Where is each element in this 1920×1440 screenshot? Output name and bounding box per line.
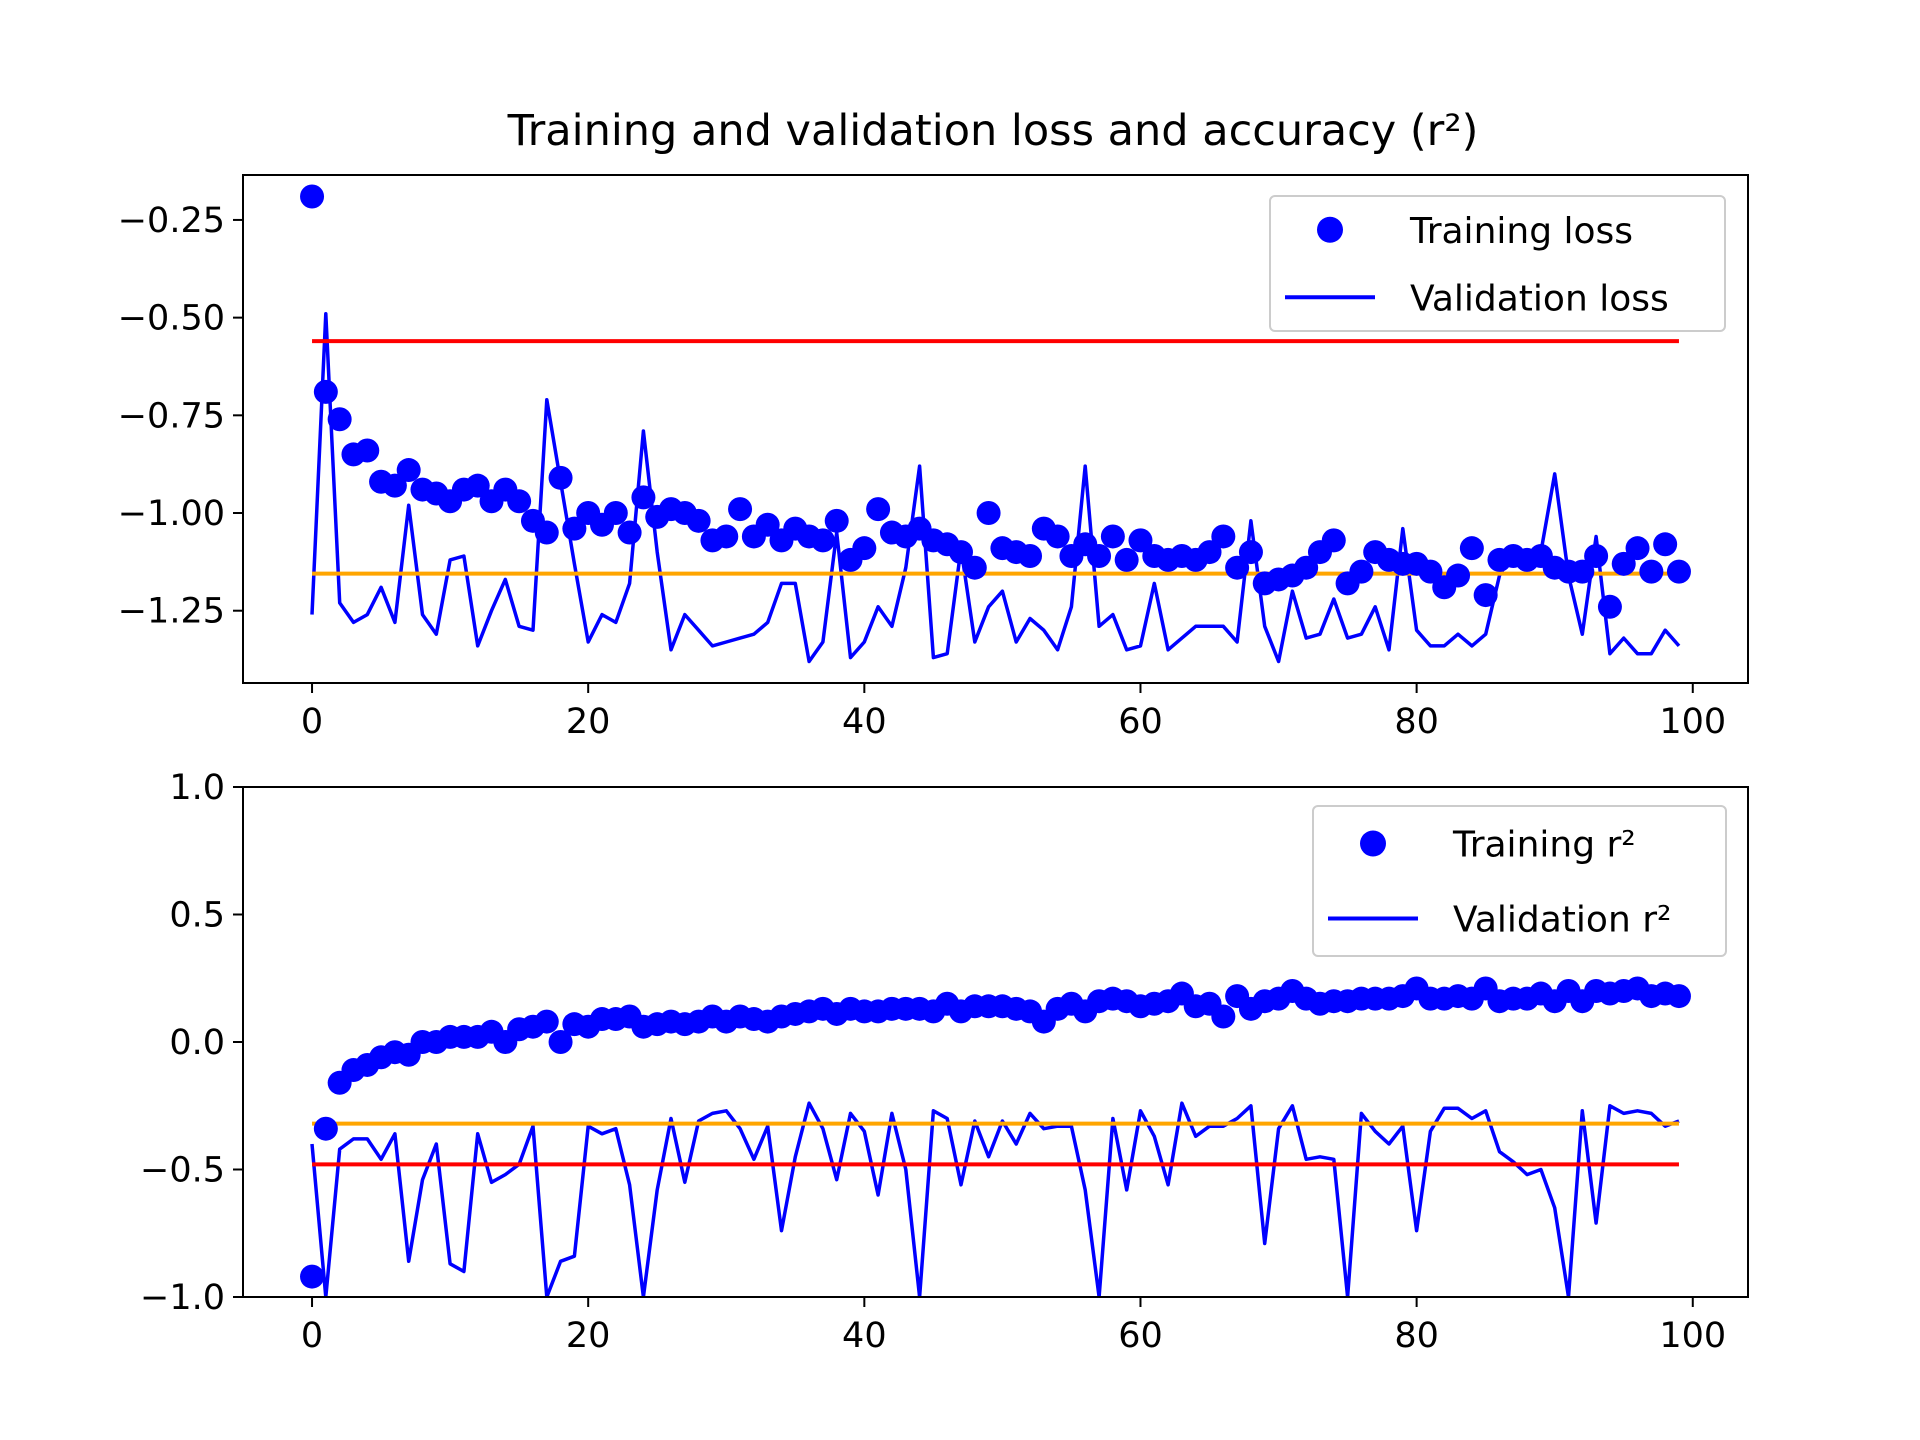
training-point	[534, 520, 559, 545]
training-point	[1446, 563, 1471, 588]
training-point	[313, 379, 338, 404]
training-point	[1418, 559, 1443, 584]
training-point	[465, 473, 490, 498]
training-point	[1349, 559, 1374, 584]
plot-area	[300, 976, 1691, 1297]
x-tick-label: 0	[301, 1316, 323, 1356]
y-tick-label: −0.50	[118, 299, 225, 339]
training-point	[1321, 528, 1346, 553]
validation-series-line	[310, 1101, 1680, 1297]
training-point	[1459, 536, 1484, 561]
training-point	[617, 520, 642, 545]
training-point	[1197, 540, 1222, 565]
training-point	[1625, 536, 1650, 561]
training-point	[714, 524, 739, 549]
r2-panel: 0 20 40 60 80 100 1.0 0.5 0.0 −0.5 −1.0 Training r²…	[140, 768, 1749, 1356]
legend-label: Validation loss	[1410, 278, 1669, 319]
x-tick-label: 100	[1659, 702, 1726, 742]
training-point	[686, 508, 711, 533]
x-tick-label: 20	[566, 702, 611, 742]
training-point	[603, 501, 628, 526]
training-point	[728, 497, 753, 522]
x-tick-label: 100	[1659, 1316, 1726, 1356]
y-tick-label: −1.0	[140, 1278, 225, 1318]
training-point	[382, 473, 407, 498]
x-tick-label: 60	[1118, 1316, 1163, 1356]
training-point	[1666, 559, 1691, 584]
y-tick-label: −0.75	[118, 396, 225, 436]
training-point	[507, 489, 532, 514]
training-point	[755, 512, 780, 537]
training-point	[852, 536, 877, 561]
training-point	[948, 540, 973, 565]
training-point	[300, 184, 325, 209]
x-tick-label: 40	[842, 702, 887, 742]
training-point	[1611, 551, 1636, 576]
training-point	[1653, 532, 1678, 557]
training-point	[810, 528, 835, 553]
training-point	[1473, 583, 1498, 608]
chart-title: Training and validation loss and accurac…	[507, 106, 1479, 156]
training-point	[548, 465, 573, 490]
training-point	[355, 438, 380, 463]
training-point	[1666, 984, 1691, 1009]
y-tick-label: −1.00	[118, 494, 225, 534]
y-tick-label: 1.0	[169, 768, 225, 808]
x-tick-label: 80	[1394, 702, 1439, 742]
training-point	[1597, 594, 1622, 619]
legend-label: Training r²	[1452, 825, 1636, 866]
training-point	[327, 407, 352, 432]
training-point	[631, 485, 656, 510]
x-tick-label: 40	[842, 1316, 887, 1356]
y-tick-label: −0.25	[118, 201, 225, 241]
legend-dot-marker	[1317, 216, 1343, 243]
training-point	[562, 516, 587, 541]
y-tick-label: 0.5	[169, 896, 225, 936]
training-point	[1128, 528, 1153, 553]
y-tick-label: −1.25	[118, 592, 225, 632]
training-point	[1570, 559, 1595, 584]
training-point	[1584, 544, 1609, 568]
plot-area	[300, 184, 1691, 664]
y-tick-label: −0.5	[140, 1151, 225, 1191]
legend-dot-marker	[1360, 830, 1386, 857]
x-tick-label: 20	[566, 1316, 611, 1356]
training-point	[534, 1009, 559, 1034]
training-point	[300, 1264, 325, 1289]
training-point	[396, 458, 421, 483]
training-point	[548, 1030, 573, 1054]
training-point	[1045, 524, 1070, 549]
training-point	[1087, 544, 1112, 568]
training-point	[1018, 544, 1043, 568]
training-point	[866, 497, 891, 522]
training-point	[1225, 555, 1250, 580]
legend: Training loss Validation loss	[1269, 195, 1726, 332]
training-point	[313, 1116, 338, 1141]
training-point	[976, 501, 1001, 526]
x-tick-label: 80	[1394, 1316, 1439, 1356]
axes-frame	[242, 174, 1749, 684]
training-point	[1211, 524, 1236, 549]
y-tick-label: 0.0	[169, 1023, 225, 1063]
training-point	[1238, 540, 1263, 565]
training-point	[962, 555, 987, 580]
training-point	[1639, 559, 1664, 584]
x-tick-label: 0	[301, 702, 323, 742]
training-point	[1100, 524, 1125, 549]
training-point	[1211, 1004, 1236, 1029]
x-tick-label: 60	[1118, 702, 1163, 742]
training-point	[824, 508, 849, 533]
training-point	[1294, 555, 1319, 580]
training-point	[1114, 547, 1139, 572]
loss-panel: 0 20 40 60 80 100 −0.25 −0.50 −0.75 −1.00 −1.25 Tra…	[118, 174, 1749, 742]
legend-label: Validation r²	[1453, 900, 1671, 941]
legend: Training r² Validation r²	[1312, 805, 1727, 957]
legend-label: Training loss	[1409, 211, 1633, 252]
